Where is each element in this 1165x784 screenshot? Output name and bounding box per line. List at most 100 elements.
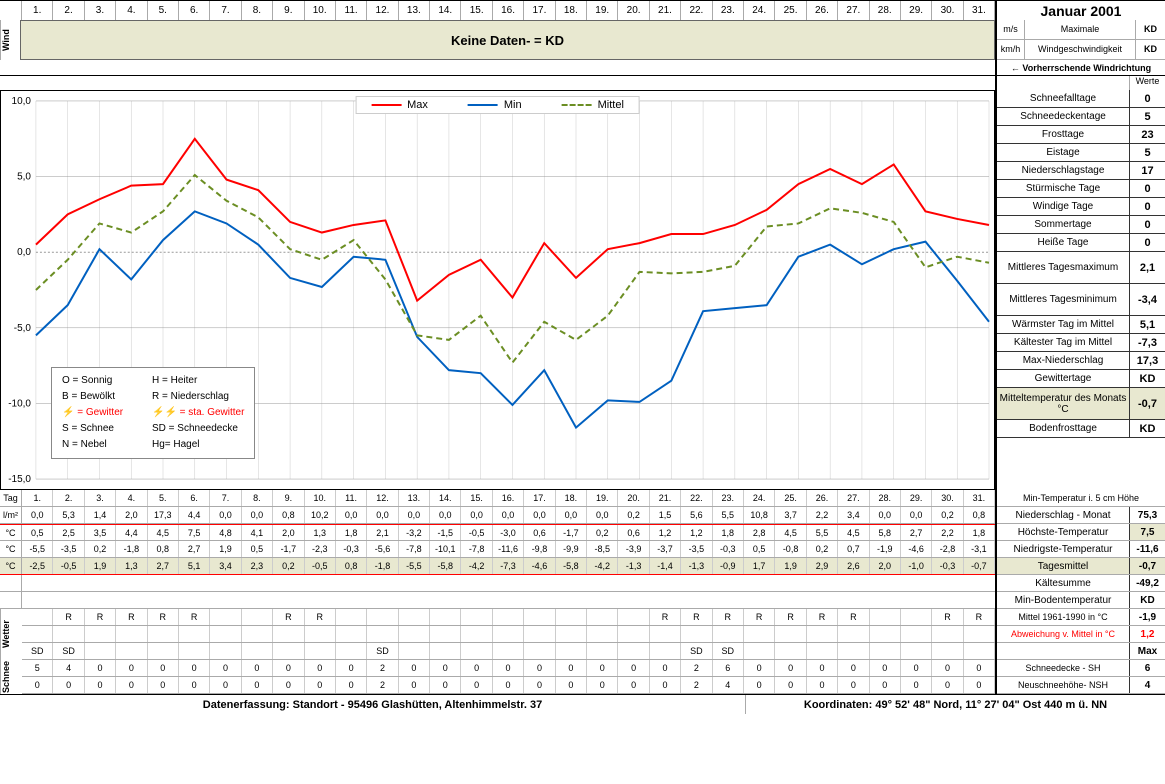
weather-cell: 0: [618, 660, 649, 676]
day-header: 26.: [807, 1, 838, 20]
data-cell: -0,7: [964, 558, 995, 574]
stat-value: 0: [1129, 180, 1165, 197]
weather-cell: [744, 643, 775, 659]
footer-location: Datenerfassung: Standort - 95496 Glashüt…: [0, 695, 745, 714]
weather-cell: 0: [242, 677, 273, 693]
weather-summary-value: 4: [1129, 677, 1165, 693]
legend-item: Max: [371, 99, 428, 111]
weather-cell: 0: [85, 677, 116, 693]
weather-cell: R: [273, 609, 304, 625]
svg-text:-15,0: -15,0: [8, 474, 31, 485]
data-cell: 4,5: [148, 525, 179, 540]
tag-cell: 8.: [242, 490, 273, 506]
data-cell: -0,8: [775, 541, 806, 557]
weather-cell: 0: [744, 677, 775, 693]
weather-cell: 0: [242, 660, 273, 676]
data-cell: 1,2: [681, 525, 712, 540]
weather-cell: [838, 643, 869, 659]
stat-value: -0,7: [1129, 388, 1165, 419]
weather-cell: 0: [901, 660, 932, 676]
data-cell: 2,0: [116, 507, 147, 523]
weather-cell: [618, 609, 649, 625]
day-header: 15.: [461, 1, 492, 20]
data-cell: 3,4: [838, 507, 869, 523]
data-cell: 0,0: [587, 507, 618, 523]
data-cell: -1,3: [681, 558, 712, 574]
weather-code-legend: O = SonnigH = HeiterB = BewölktR = Niede…: [51, 367, 255, 459]
weather-cell: 0: [22, 677, 53, 693]
data-cell: 4,4: [116, 525, 147, 540]
weather-cell: [399, 643, 430, 659]
row-summary-value: 7,5: [1129, 524, 1165, 540]
stat-value: 17,3: [1129, 352, 1165, 369]
tag-cell: 4.: [116, 490, 147, 506]
weather-cell: 0: [461, 660, 492, 676]
row-summary-label: Niederschlag - Monat: [997, 507, 1129, 523]
tag-header-row: Tag 1.2.3.4.5.6.7.8.9.10.11.12.13.14.15.…: [0, 490, 995, 507]
weather-cell: R: [932, 609, 963, 625]
tag-cell: 15.: [461, 490, 492, 506]
weather-cell: R: [148, 609, 179, 625]
day-header: 17.: [524, 1, 555, 20]
data-cell: 0,2: [618, 507, 649, 523]
tag-cell: 9.: [273, 490, 304, 506]
tag-cell: 17.: [524, 490, 555, 506]
day-header: 19.: [587, 1, 618, 20]
data-cell: 0,2: [273, 558, 304, 574]
data-cell: 1,2: [650, 525, 681, 540]
weather-cell: [242, 643, 273, 659]
weather-cell: [22, 609, 53, 625]
data-cell: 0,5: [744, 541, 775, 557]
data-cell: 10,8: [744, 507, 775, 523]
weather-cell: SD: [22, 643, 53, 659]
stat-label: Heiße Tage: [997, 234, 1129, 251]
day-header: 16.: [493, 1, 524, 20]
weather-cell: 0: [650, 660, 681, 676]
weather-cell: [53, 626, 84, 642]
data-cell: -7,3: [493, 558, 524, 574]
weather-cell: 0: [148, 677, 179, 693]
stat-value: 5,1: [1129, 316, 1165, 333]
data-cell: -0,3: [336, 541, 367, 557]
weather-cell: [932, 643, 963, 659]
weather-cell: [901, 609, 932, 625]
weather-cell: 0: [148, 660, 179, 676]
data-cell: 1,9: [85, 558, 116, 574]
stat-label: Wärmster Tag im Mittel: [997, 316, 1129, 333]
data-cell: -0,5: [305, 558, 336, 574]
stats-panel: Schneefalltage 0Schneedeckentage 5Frostt…: [995, 90, 1165, 490]
data-cell: 5,5: [713, 507, 744, 523]
data-cell: 3,5: [85, 525, 116, 540]
weather-cell: 0: [775, 677, 806, 693]
weather-cell: [210, 609, 241, 625]
row-summary-value: -0,7: [1129, 558, 1165, 574]
stat-label: Niederschlagstage: [997, 162, 1129, 179]
day-header: 4.: [116, 1, 147, 20]
data-cell: 4,8: [210, 525, 241, 540]
weather-cell: [148, 643, 179, 659]
data-cell: -1,8: [116, 541, 147, 557]
tag-cell: 23.: [713, 490, 744, 506]
day-header: 24.: [744, 1, 775, 20]
werte-label: Werte: [1129, 76, 1165, 90]
data-cell: 0,0: [367, 507, 398, 523]
weather-cell: SD: [713, 643, 744, 659]
data-cell: 2,8: [744, 525, 775, 540]
data-cell: -5,6: [367, 541, 398, 557]
data-cell: -1,4: [650, 558, 681, 574]
data-cell: -9,8: [524, 541, 555, 557]
day-header: 13.: [399, 1, 430, 20]
data-cell: 2,7: [148, 558, 179, 574]
data-cell: -4,2: [461, 558, 492, 574]
weather-cell: 0: [556, 660, 587, 676]
data-cell: 0,2: [587, 525, 618, 540]
weather-summary-value: -1,9: [1129, 609, 1165, 625]
weather-cell: 0: [53, 677, 84, 693]
weather-cell: SD: [53, 643, 84, 659]
weather-cell: 0: [430, 660, 461, 676]
data-cell: -9,9: [556, 541, 587, 557]
weather-cell: [493, 609, 524, 625]
weather-cell: [901, 626, 932, 642]
row-summary-label: Höchste-Temperatur: [997, 524, 1129, 540]
data-cell: 4,5: [838, 525, 869, 540]
